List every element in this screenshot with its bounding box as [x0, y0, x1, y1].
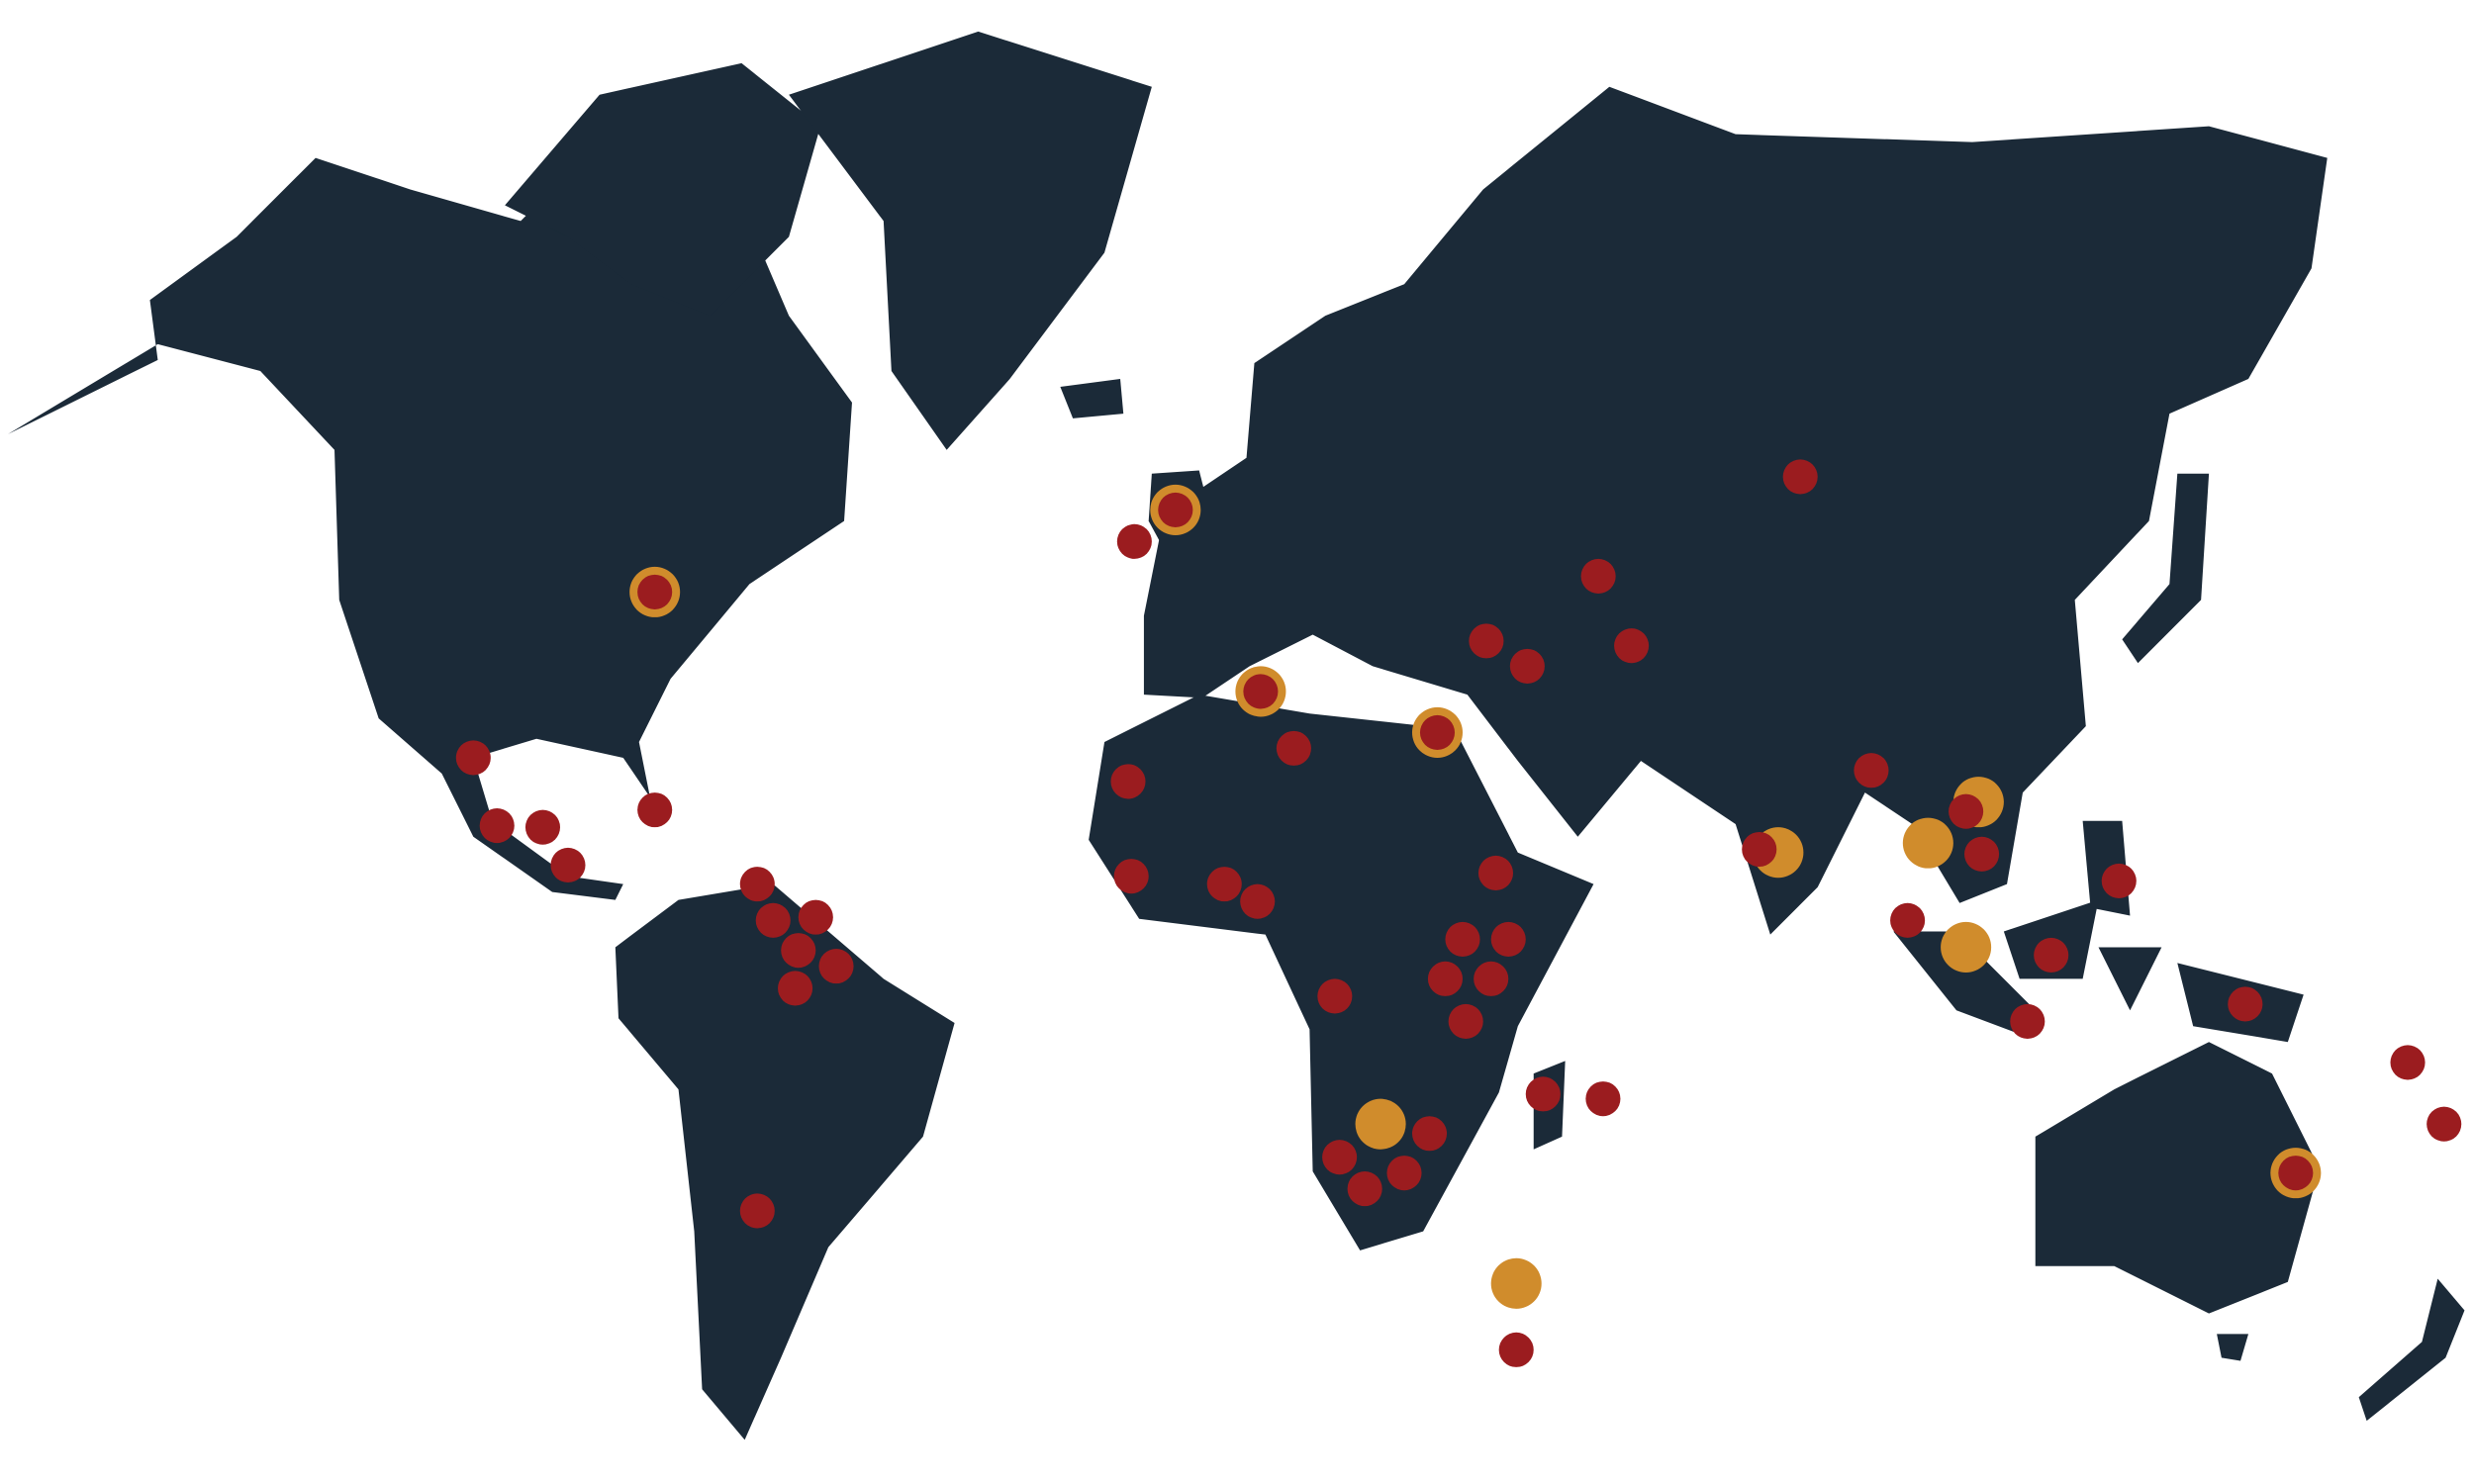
location-marker: [1411, 1116, 1448, 1152]
africa: [1089, 695, 1594, 1251]
iceland: [1060, 378, 1124, 418]
location-marker: [2101, 863, 2137, 898]
location-marker: [818, 949, 854, 984]
location-marker: [739, 1193, 775, 1229]
location-marker: [1427, 961, 1463, 996]
location-marker: [2034, 937, 2069, 973]
location-marker: [1386, 1156, 1422, 1191]
location-marker: [550, 847, 586, 883]
indonesia: [1893, 899, 2304, 1043]
location-marker: [1243, 674, 1279, 709]
eurasia: [1143, 86, 2328, 935]
land: [7, 31, 2465, 1440]
location-marker: [637, 792, 673, 828]
greenland: [789, 31, 1152, 450]
location-marker: [1445, 921, 1480, 958]
location-marker: [1206, 867, 1242, 902]
location-marker: [1240, 883, 1276, 919]
location-marker: [1580, 558, 1616, 594]
location-marker: [1276, 730, 1311, 766]
location-marker: [479, 808, 515, 844]
location-marker: [1110, 764, 1146, 799]
south-america: [615, 883, 955, 1440]
location-marker: [755, 902, 791, 938]
japan: [2122, 473, 2210, 664]
location-marker: [1782, 459, 1818, 495]
location-marker: [1322, 1140, 1358, 1175]
location-marker: [1158, 492, 1193, 527]
location-marker: [1477, 855, 1514, 890]
tasmania: [2217, 1334, 2249, 1361]
location-marker: [1890, 902, 1926, 938]
location-marker: [2010, 1003, 2046, 1039]
location-marker: [1949, 793, 1984, 829]
location-marker: [1469, 623, 1504, 659]
location-marker: [1742, 831, 1777, 868]
location-marker: [1490, 921, 1526, 958]
north-america: [7, 149, 852, 900]
highlight-marker: [1355, 1098, 1406, 1150]
location-marker: [2228, 986, 2263, 1022]
location-marker: [455, 740, 491, 776]
location-marker: [524, 809, 561, 845]
location-marker: [739, 867, 775, 902]
highlight-marker: [1941, 921, 1992, 973]
location-marker: [1964, 836, 2000, 872]
location-marker: [778, 971, 813, 1006]
location-marker: [2426, 1106, 2462, 1142]
location-marker: [2278, 1156, 2314, 1191]
location-marker: [1854, 753, 1889, 788]
location-marker: [1448, 1003, 1483, 1039]
new-zealand: [2358, 1278, 2465, 1422]
location-marker: [1317, 978, 1353, 1014]
location-marker: [1509, 648, 1545, 684]
location-marker: [1614, 628, 1650, 664]
location-marker: [781, 933, 816, 969]
location-marker: [2390, 1045, 2426, 1080]
location-marker: [1419, 714, 1456, 750]
location-marker: [1347, 1171, 1382, 1207]
location-marker: [1113, 859, 1149, 894]
location-marker: [1525, 1076, 1561, 1112]
highlight-marker: [1902, 817, 1953, 869]
location-marker: [637, 574, 673, 609]
markers: [455, 459, 2462, 1367]
location-marker: [798, 899, 833, 935]
australia: [2035, 1042, 2320, 1314]
location-marker: [1474, 961, 1509, 996]
highlight-marker: [1490, 1257, 1542, 1309]
location-marker: [1498, 1332, 1534, 1367]
location-marker: [1116, 523, 1152, 559]
location-marker: [1585, 1081, 1621, 1117]
arctic-islands: [505, 62, 821, 317]
